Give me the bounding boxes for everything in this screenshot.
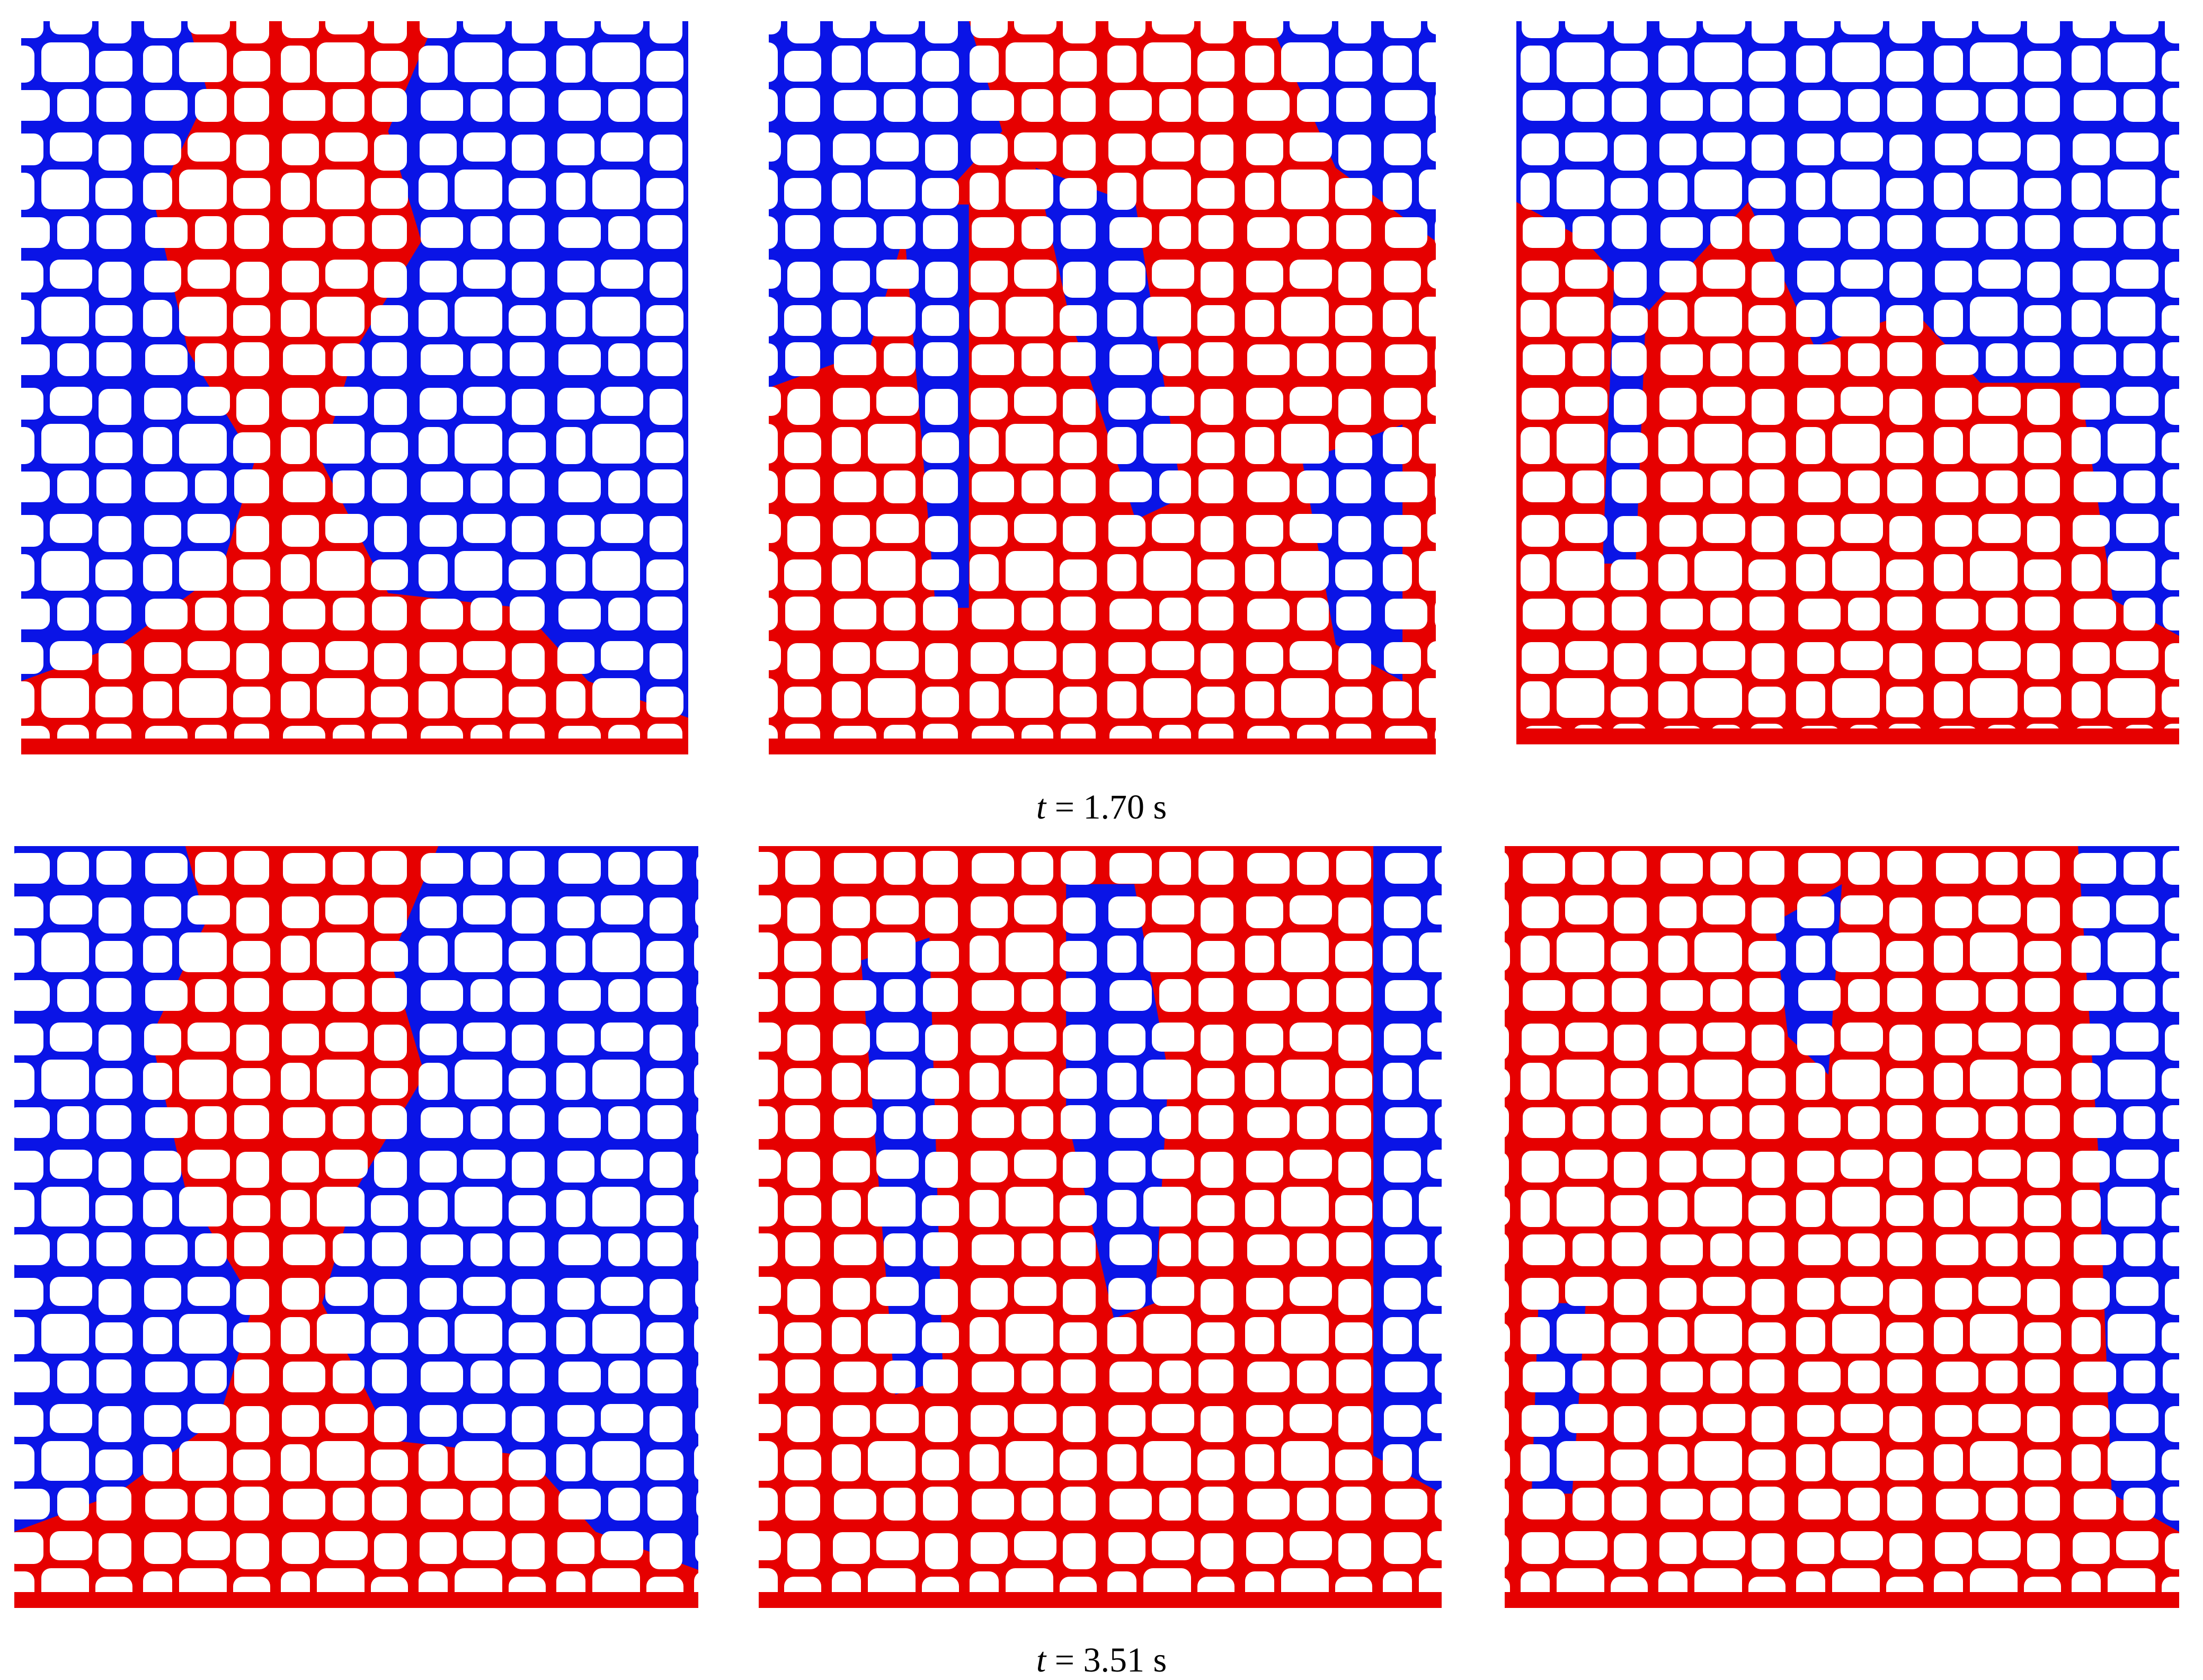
bottom-edge (21, 739, 688, 754)
bottom-edge (1516, 728, 2179, 744)
blue-phase (1531, 1303, 1586, 1494)
blue-phase (2078, 846, 2179, 1532)
blue-phase (1774, 884, 1842, 1075)
simulation-panel (21, 21, 688, 754)
blue-phase (322, 846, 698, 1570)
caption: t = 1.70 s (1036, 788, 1167, 826)
red-phase (1505, 846, 2179, 1608)
blue-phase (1269, 21, 1436, 242)
caption-variable: t (1036, 1641, 1047, 1679)
bottom-edge (14, 1592, 698, 1608)
simulation-panel (1516, 21, 2179, 744)
blue-phase (1302, 424, 1403, 681)
blue-phase (321, 21, 688, 718)
blue-phase (21, 21, 255, 681)
blue-phase (1602, 238, 1649, 564)
blue-phase (1373, 846, 1442, 1494)
simulation-panel (759, 846, 1442, 1608)
simulation-panel (1505, 846, 2179, 1608)
caption-text: = 1.70 s (1055, 788, 1167, 826)
bottom-edge (769, 739, 1436, 754)
blue-phase (1066, 884, 1169, 1319)
blue-phase (1516, 21, 2179, 636)
simulation-panel (769, 21, 1436, 754)
caption: t = 3.51 s (1036, 1641, 1167, 1679)
bottom-edge (1505, 1592, 2179, 1608)
caption-variable: t (1036, 788, 1047, 826)
blue-phase (1035, 167, 1183, 520)
blue-phase (769, 21, 1002, 388)
blue-phase (902, 205, 969, 608)
simulation-panel (14, 846, 698, 1608)
caption-text: = 3.51 s (1055, 1641, 1167, 1679)
panels (14, 21, 2179, 1608)
blue-phase (861, 937, 943, 1395)
blue-phase (14, 846, 254, 1532)
bottom-edge (759, 1592, 1442, 1608)
